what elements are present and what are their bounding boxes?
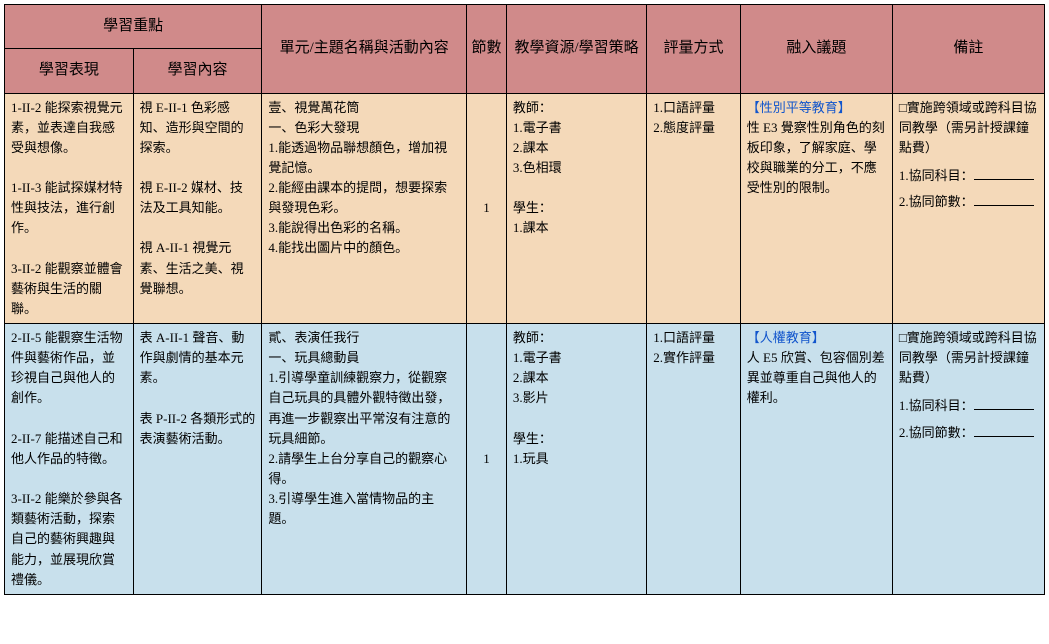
th-focus: 學習重點	[5, 5, 262, 49]
cell-periods: 1	[467, 93, 507, 324]
curriculum-table: 學習重點 單元/主題名稱與活動內容 節數 教學資源/學習策略 評量方式 融入議題…	[4, 4, 1045, 595]
th-content: 學習內容	[133, 49, 262, 93]
cell-unit: 貳、表演任我行 一、玩具總動員 1.引導學童訓練觀察力，從觀察自己玩具的具體外觀…	[262, 324, 467, 595]
th-notes: 備註	[892, 5, 1044, 94]
blank-underline	[974, 424, 1034, 437]
table-row: 2-II-5 能觀察生活物件與藝術作品，並珍視自己與他人的創作。 2-II-7 …	[5, 324, 1045, 595]
cell-periods: 1	[467, 324, 507, 595]
cell-assessment: 1.口語評量 2.態度評量	[647, 93, 741, 324]
th-performance: 學習表現	[5, 49, 134, 93]
notes-line-periods: 2.協同節數：	[899, 423, 1038, 443]
cell-notes: □實施跨領域或跨科目協同教學（需另計授課鐘點費） 1.協同科目： 2.協同節數：	[892, 324, 1044, 595]
blank-underline	[974, 167, 1034, 180]
notes-intro: □實施跨領域或跨科目協同教學（需另計授課鐘點費）	[899, 98, 1038, 158]
th-resources: 教學資源/學習策略	[506, 5, 646, 94]
topic-title: 【性別平等教育】	[747, 98, 886, 118]
cell-topics: 【人權教育】人 E5 欣賞、包容個別差異並尊重自己與他人的權利。	[740, 324, 892, 595]
th-topics: 融入議題	[740, 5, 892, 94]
blank-underline	[974, 397, 1034, 410]
cell-resources: 教師： 1.電子書 2.課本 3.影片 學生： 1.玩具	[506, 324, 646, 595]
topic-body: 性 E3 覺察性別角色的刻板印象，了解家庭、學校與職業的分工，不應受性別的限制。	[747, 118, 886, 199]
notes-line-subject: 1.協同科目：	[899, 166, 1038, 186]
th-periods: 節數	[467, 5, 507, 94]
topic-body: 人 E5 欣賞、包容個別差異並尊重自己與他人的權利。	[747, 348, 886, 408]
notes-intro: □實施跨領域或跨科目協同教學（需另計授課鐘點費）	[899, 328, 1038, 388]
cell-unit: 壹、視覺萬花筒 一、色彩大發現 1.能透過物品聯想顏色，增加視覺記憶。 2.能經…	[262, 93, 467, 324]
topic-title: 【人權教育】	[747, 328, 886, 348]
th-unit: 單元/主題名稱與活動內容	[262, 5, 467, 94]
cell-assessment: 1.口語評量 2.實作評量	[647, 324, 741, 595]
notes-line-periods: 2.協同節數：	[899, 192, 1038, 212]
cell-topics: 【性別平等教育】性 E3 覺察性別角色的刻板印象，了解家庭、學校與職業的分工，不…	[740, 93, 892, 324]
blank-underline	[974, 193, 1034, 206]
cell-notes: □實施跨領域或跨科目協同教學（需另計授課鐘點費） 1.協同科目： 2.協同節數：	[892, 93, 1044, 324]
notes-line-subject: 1.協同科目：	[899, 396, 1038, 416]
cell-performance: 2-II-5 能觀察生活物件與藝術作品，並珍視自己與他人的創作。 2-II-7 …	[5, 324, 134, 595]
th-assessment: 評量方式	[647, 5, 741, 94]
cell-resources: 教師： 1.電子書 2.課本 3.色相環 學生： 1.課本	[506, 93, 646, 324]
cell-performance: 1-II-2 能探索視覺元素，並表達自我感受與想像。 1-II-3 能試探媒材特…	[5, 93, 134, 324]
table-row: 1-II-2 能探索視覺元素，並表達自我感受與想像。 1-II-3 能試探媒材特…	[5, 93, 1045, 324]
cell-content: 表 A-II-1 聲音、動作與劇情的基本元素。 表 P-II-2 各類形式的表演…	[133, 324, 262, 595]
cell-content: 視 E-II-1 色彩感知、造形與空間的探索。 視 E-II-2 媒材、技法及工…	[133, 93, 262, 324]
